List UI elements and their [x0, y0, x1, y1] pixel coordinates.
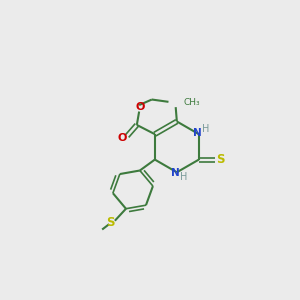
Text: N: N — [193, 128, 201, 138]
Text: H: H — [180, 172, 188, 182]
Text: H: H — [202, 124, 209, 134]
Text: CH₃: CH₃ — [183, 98, 200, 107]
Text: O: O — [136, 102, 145, 112]
Text: S: S — [106, 216, 115, 229]
Text: N: N — [171, 168, 179, 178]
Text: O: O — [117, 133, 127, 143]
Text: S: S — [216, 153, 224, 166]
